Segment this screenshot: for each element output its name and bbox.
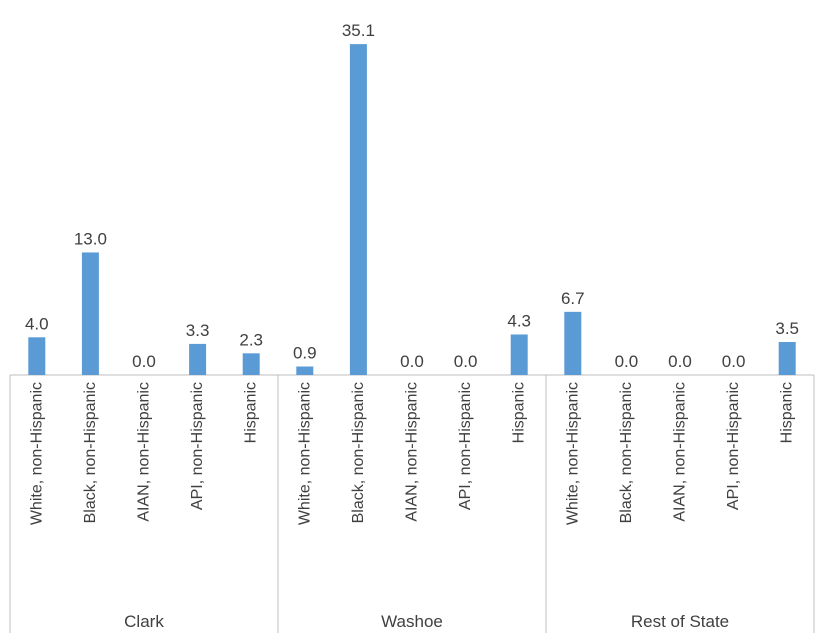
category-tick-label: Black, non-Hispanic xyxy=(350,382,367,523)
bar xyxy=(510,334,528,375)
bar xyxy=(778,342,796,375)
axis-layer xyxy=(9,374,815,633)
data-label: 3.5 xyxy=(775,319,799,338)
data-label: 0.0 xyxy=(615,352,639,371)
category-tick-label: AIAN, non-Hispanic xyxy=(404,382,421,522)
data-label: 6.7 xyxy=(561,289,585,308)
category-tick-label: White, non-Hispanic xyxy=(28,382,45,525)
data-label: 0.0 xyxy=(132,352,156,371)
data-label: 0.0 xyxy=(668,352,692,371)
bar xyxy=(81,252,99,375)
category-tick-label: AIAN, non-Hispanic xyxy=(136,382,153,522)
bar xyxy=(28,337,46,375)
data-label: 0.0 xyxy=(722,352,746,371)
data-label: 0.0 xyxy=(400,352,424,371)
data-label: 4.0 xyxy=(25,314,49,333)
category-tick-label: AIAN, non-Hispanic xyxy=(672,382,689,522)
category-tick-label: Black, non-Hispanic xyxy=(618,382,635,523)
bar xyxy=(564,311,582,375)
data-label: 3.3 xyxy=(186,321,210,340)
category-tick-label: API, non-Hispanic xyxy=(725,382,742,510)
data-label: 2.3 xyxy=(239,330,263,349)
category-tick-label: API, non-Hispanic xyxy=(189,382,206,510)
bar xyxy=(242,353,260,375)
category-tick-label: Hispanic xyxy=(779,382,796,443)
category-tick-label: API, non-Hispanic xyxy=(457,382,474,510)
bar xyxy=(349,44,367,375)
data-label: 4.3 xyxy=(507,311,531,330)
category-tick-label: Hispanic xyxy=(511,382,528,443)
group-label: Washoe xyxy=(381,612,443,631)
group-label: Clark xyxy=(124,612,164,631)
category-tick-label: Hispanic xyxy=(243,382,260,443)
category-tick-label: White, non-Hispanic xyxy=(564,382,581,525)
category-tick-label: White, non-Hispanic xyxy=(296,382,313,525)
labels-layer: 4.0 White, non-Hispanic 13.0 Black, non-His… xyxy=(25,21,799,631)
group-label: Rest of State xyxy=(631,612,729,631)
data-label: 35.1 xyxy=(342,21,375,40)
data-label: 0.0 xyxy=(454,352,478,371)
bars-layer xyxy=(28,44,796,375)
data-label: 13.0 xyxy=(74,229,107,248)
category-tick-label: Black, non-Hispanic xyxy=(82,382,99,523)
bar xyxy=(189,343,207,375)
bar xyxy=(296,366,314,375)
data-label: 0.9 xyxy=(293,344,317,363)
